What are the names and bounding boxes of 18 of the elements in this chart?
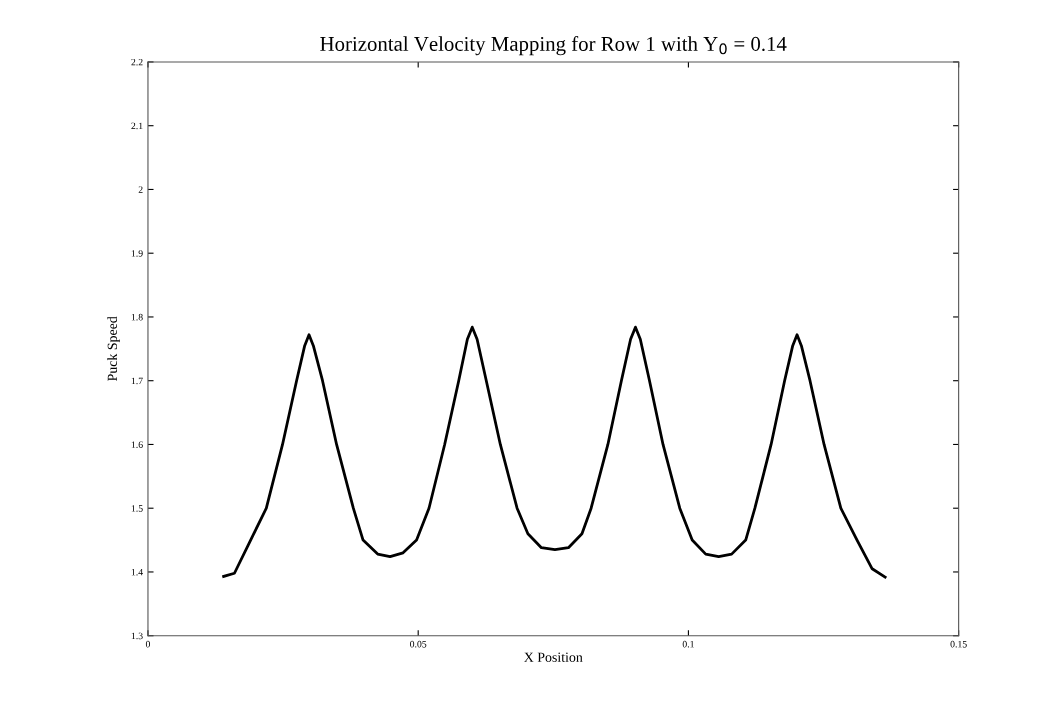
x-tick-label: 0 (145, 640, 151, 648)
y-tick-label: 1.5 (131, 505, 143, 512)
x-axis-title: X Position (524, 652, 583, 662)
y-tick-label: 1.3 (131, 632, 143, 640)
y-tick-label: 2.2 (131, 58, 143, 66)
y-tick-label: 1.8 (131, 313, 143, 321)
chart-title: Horizontal Velocity Mapping for Row 1 with Y$_{0}$ = 0.14 (320, 36, 787, 56)
x-tick-label: 0.15 (950, 640, 967, 648)
y-tick-label: 1.9 (131, 250, 143, 257)
y-tick-label: 2.1 (131, 122, 143, 130)
x-tick-label: 0.05 (410, 640, 427, 648)
y-axis-title: Puck Speed (107, 316, 120, 382)
y-tick-label: 1.7 (131, 377, 143, 385)
y-tick-label: 1.4 (131, 568, 143, 576)
line-series (222, 325, 887, 579)
y-tick-label: 1.6 (131, 441, 143, 448)
y-tick-label: 2 (138, 186, 143, 193)
x-tick-label: 0.1 (682, 640, 694, 648)
